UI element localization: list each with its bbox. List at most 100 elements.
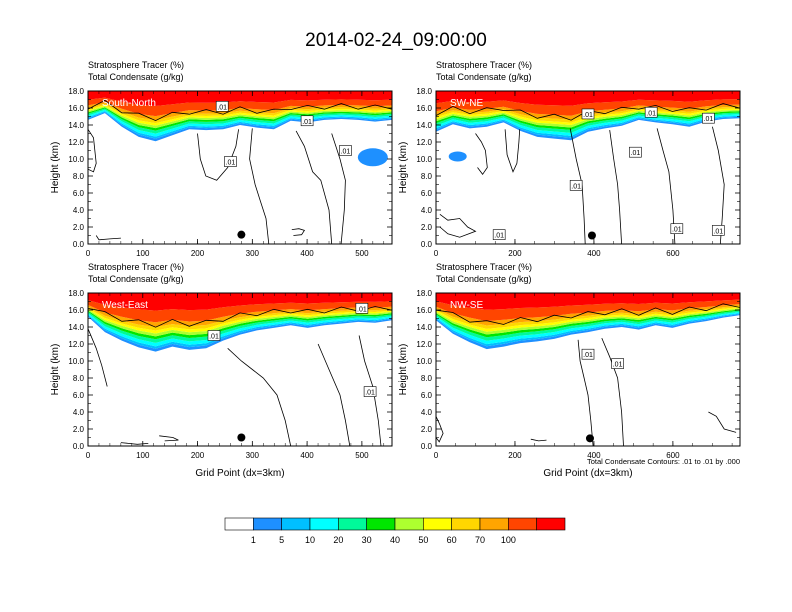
x-tick-label: 200 <box>191 451 205 460</box>
colorbar-box <box>309 517 339 531</box>
colorbar-label: 20 <box>333 535 343 545</box>
condensate-contour <box>577 339 594 446</box>
y-tick-label: 0.0 <box>421 442 433 451</box>
y-tick-label: 12.0 <box>68 340 84 349</box>
contour-label-box <box>339 145 352 156</box>
contour-label: .01 <box>672 227 682 234</box>
x-tick-label: 100 <box>136 451 150 460</box>
x-tick-label: 600 <box>666 249 680 258</box>
tracer-band <box>436 112 740 133</box>
colorbar-box <box>479 517 509 531</box>
tracer-band <box>436 108 740 125</box>
x-tick-label: 600 <box>666 451 680 460</box>
tracer-band <box>436 314 740 350</box>
condensate-contour <box>439 213 477 238</box>
tracer-band <box>88 300 392 323</box>
y-tick-label: 2.0 <box>73 223 85 232</box>
condensate-contour <box>88 129 97 173</box>
y-tick-label: 18.0 <box>416 289 432 298</box>
tracer-band <box>88 306 392 331</box>
contour-label: .01 <box>571 183 581 190</box>
contour-label-box <box>569 180 583 191</box>
condensate-contour <box>295 130 333 244</box>
tracer-band <box>436 307 740 332</box>
contour-label-box <box>670 223 684 234</box>
contour-label: .01 <box>631 150 641 157</box>
y-tick-label: 14.0 <box>416 323 432 332</box>
contour-label-box <box>355 302 369 314</box>
colorbar-label: 10 <box>305 535 315 545</box>
x-tick-label: 400 <box>587 249 601 258</box>
x-tick-label: 200 <box>508 249 522 258</box>
tracer-band <box>436 91 740 106</box>
tracer-band <box>436 299 740 322</box>
tracer-band <box>88 103 392 124</box>
colorbar-box <box>338 517 367 531</box>
tracer-band <box>436 309 740 338</box>
tracer-band <box>436 116 740 141</box>
y-tick-label: 4.0 <box>421 408 433 417</box>
panel-header-tracer: Stratosphere Tracer (%) <box>88 262 184 272</box>
condensate-contour <box>601 337 624 446</box>
y-tick-label: 6.0 <box>421 391 433 400</box>
tracer-band <box>88 308 392 334</box>
condensate-contour <box>249 128 270 244</box>
tracer-band <box>436 305 740 329</box>
y-tick-label: 4.0 <box>73 206 85 215</box>
x-tick-label: 300 <box>246 249 260 258</box>
tracer-band <box>88 315 392 352</box>
y-tick-label: 2.0 <box>421 425 433 434</box>
contour-footnote: Total Condensate Contours: .01 to .01 by… <box>587 457 740 466</box>
x-axis-label: Grid Point (dx=3km) <box>195 468 284 479</box>
y-tick-label: 16.0 <box>416 104 432 113</box>
condensate-contour <box>656 128 676 244</box>
x-tick-label: 400 <box>587 451 601 460</box>
contour-label-box <box>702 112 715 124</box>
panel-header-condensate: Total Condensate (g/kg) <box>88 72 184 82</box>
y-tick-label: 0.0 <box>73 442 85 451</box>
y-tick-label: 6.0 <box>73 189 85 198</box>
tracer-band <box>88 314 392 349</box>
y-tick-label: 6.0 <box>73 391 85 400</box>
figure-title: 2014-02-24_09:00:00 <box>305 30 487 51</box>
colorbar-box <box>451 517 481 531</box>
contour-label-box <box>224 156 237 167</box>
y-axis-label: Height (km) <box>398 344 409 396</box>
y-tick-label: 14.0 <box>416 121 432 130</box>
panel-header-condensate: Total Condensate (g/kg) <box>88 274 184 284</box>
condensate-contour <box>227 348 292 446</box>
contour-label-box <box>207 330 221 341</box>
panel-west-east: .01 .01 .01 West-East Stratosphere Tracer (%… <box>50 262 393 479</box>
tracer-band <box>436 115 740 138</box>
panel-header-condensate: Total Condensate (g/kg) <box>436 72 532 82</box>
y-tick-label: 18.0 <box>68 87 84 96</box>
contour-label: .01 <box>302 119 312 126</box>
colorbar-box <box>423 517 452 531</box>
panel-header-condensate: Total Condensate (g/kg) <box>436 274 532 284</box>
x-tick-label: 0 <box>86 451 91 460</box>
tracer-band <box>88 313 392 347</box>
contour-label: .01 <box>209 334 219 341</box>
condensate-contour <box>88 306 392 328</box>
colorbar-label: 1 <box>251 535 256 545</box>
colorbar-box <box>508 517 537 531</box>
contour-label-box <box>215 101 229 112</box>
contour-label-box <box>629 146 642 158</box>
colorbar-label: 100 <box>501 535 516 545</box>
condensate-contour <box>436 303 740 325</box>
y-tick-label: 18.0 <box>68 289 84 298</box>
colorbar-box <box>253 517 282 531</box>
condensate-contour <box>708 411 737 433</box>
colorbar-label: 70 <box>475 535 485 545</box>
contour-label-box <box>611 358 624 369</box>
x-tick-label: 500 <box>355 451 369 460</box>
contour-label: .01 <box>494 233 504 240</box>
x-tick-label: 0 <box>434 249 439 258</box>
contour-label: .01 <box>613 362 623 369</box>
y-tick-label: 8.0 <box>421 172 433 181</box>
tracer-band <box>436 313 740 347</box>
contour-label: .01 <box>704 116 714 123</box>
location-marker <box>585 434 594 443</box>
